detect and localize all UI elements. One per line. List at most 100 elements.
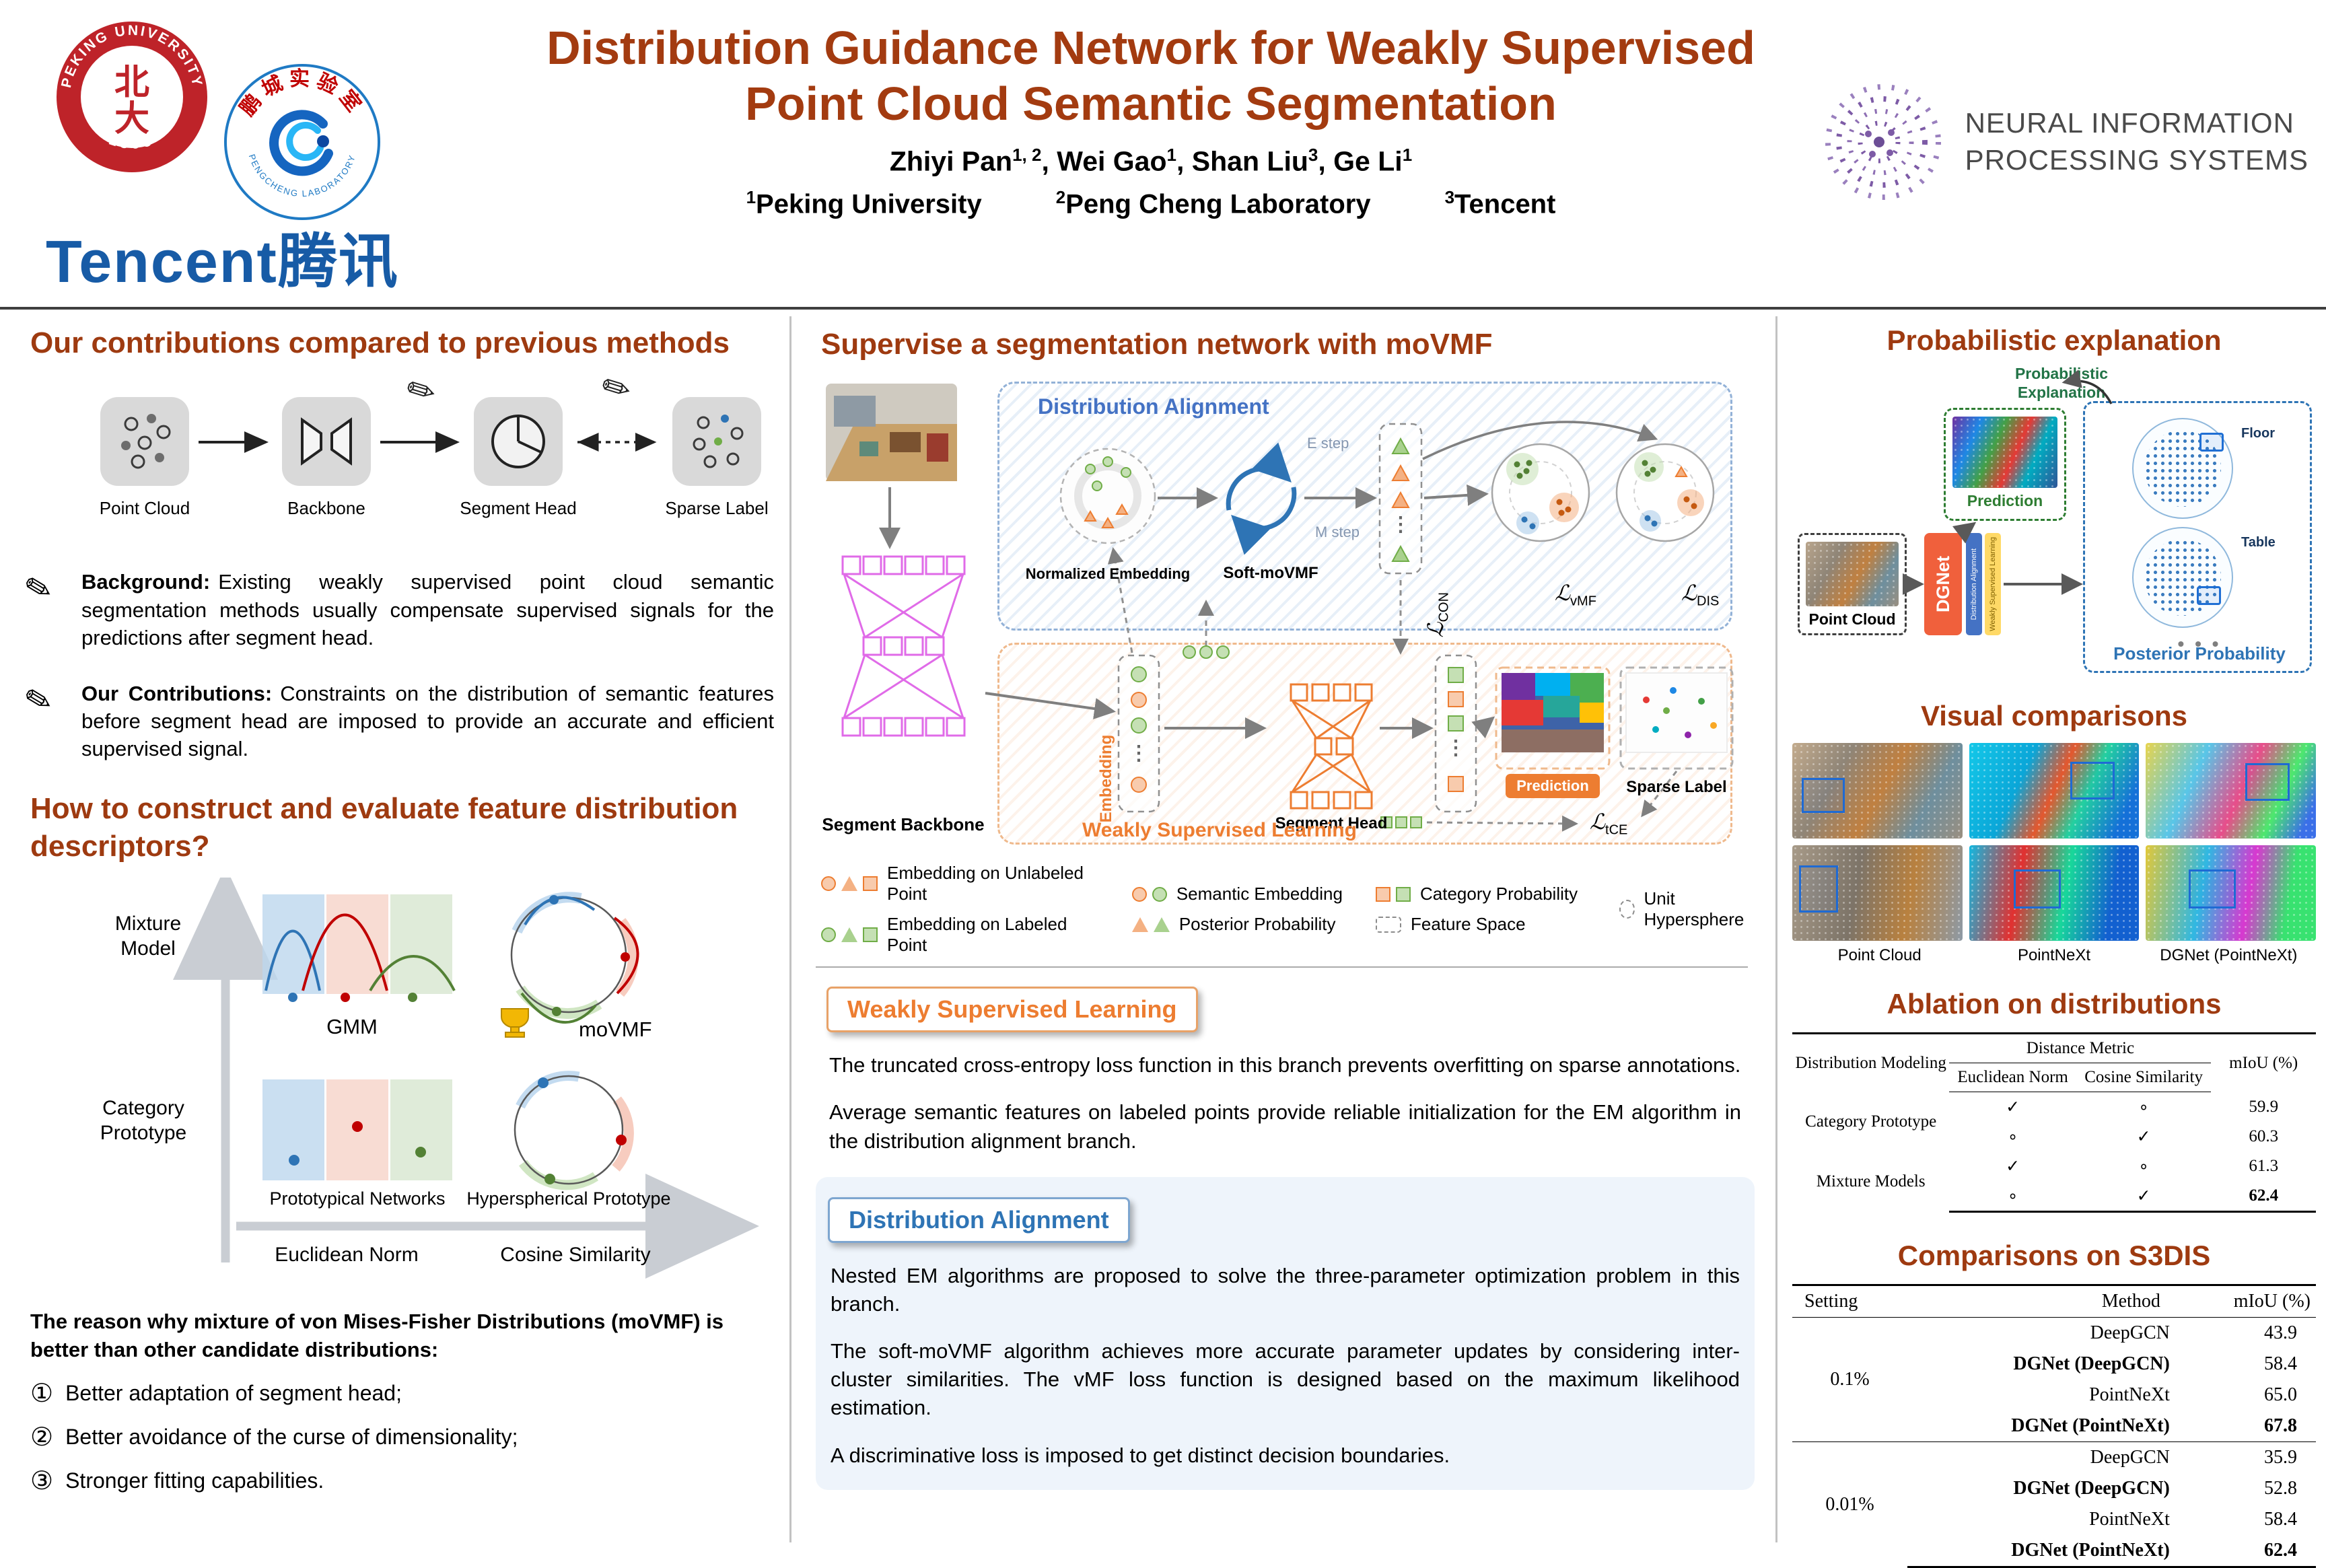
square-green-icon (1396, 886, 1411, 902)
ellipsis: • • • (2177, 633, 2222, 654)
triangle-orange-icon (1131, 917, 1148, 932)
section-heading-visual: Visual comparisons (1920, 700, 2188, 732)
da-paragraph-2: The soft-moVMF algorithm achieves more a… (831, 1339, 1740, 1420)
wsl-paragraph-1: The truncated cross-entropy loss functio… (829, 1053, 1741, 1077)
table-row: ∘ ✓ 60.3 (2007, 1127, 2279, 1146)
pipeline-step-label: Sparse Label (665, 498, 769, 519)
comparison-thumbnail (1969, 845, 2140, 941)
segment-head-box (474, 397, 563, 487)
da-paragraph-3: A discriminative loss is imposed to get … (831, 1443, 1450, 1467)
legend-semantic: Semantic Embedding (1131, 884, 1351, 904)
diagram-legend: Embedding on Unlabeled Point Embedding o… (816, 855, 1748, 968)
loss-vmf: ℒvMF (1555, 581, 1596, 609)
contributions-note: ✎ Our Contributions: Constraints on the d… (21, 680, 774, 763)
posterior-probability-label: Posterior Probability (2113, 643, 2286, 664)
table-probability-circle (2132, 527, 2233, 628)
m-step-label: M step (1315, 524, 1360, 541)
pengcheng-laboratory-logo: 鹏城实验室 PENGCHENG LABORATORY (224, 64, 380, 220)
segment-head-label: Segment Head (1275, 814, 1388, 833)
e-step-label: E step (1307, 435, 1349, 452)
table-row: Category Prototype ✓ ∘ 59.9 (1805, 1097, 2279, 1131)
svg-text:Prototype: Prototype (100, 1122, 186, 1144)
segment-head-icon (491, 415, 545, 469)
comparison-thumbnail (2146, 845, 2316, 941)
s3dis-table: Setting Method mIoU (%) 0.1% DeepGCN 43.… (1792, 1284, 2316, 1568)
architecture-diagram: Distribution Alignment Normalized Embedd… (816, 378, 1748, 849)
reason-item: ② Better avoidance of the curse of dimen… (30, 1423, 518, 1452)
pencil-icon: ✎ (400, 367, 443, 415)
svg-text:大: 大 (114, 100, 149, 139)
prediction-thumbnail (1952, 417, 2057, 488)
dgnet-block: DGNet (1924, 533, 1962, 635)
neurips-logo: NEURAL INFORMATION PROCESSING SYSTEMS (1812, 71, 2309, 213)
circled-three-icon: ③ (30, 1466, 54, 1495)
circle-orange-icon (1131, 886, 1147, 902)
backbone-icon (301, 417, 352, 466)
authors-line: Zhiyi Pan1, 2, Wei Gao1, Shan Liu3, Ge L… (889, 145, 1413, 177)
svg-text:北: 北 (114, 64, 149, 102)
section-heading-s3dis: Comparisons on S3DIS (1897, 1240, 2211, 1271)
table-row: 0.1% DeepGCN 43.9 (1830, 1322, 2297, 1390)
wsl-badge: Weakly Supervised Learning (826, 987, 1198, 1033)
pencil-icon: ✎ (21, 680, 57, 721)
probabilistic-explanation-label: Probabilistic Explanation (2014, 365, 2109, 401)
table-row: PointNeXt 65.0 (2089, 1384, 2297, 1405)
visual-comparison-grid (1792, 743, 2316, 941)
circled-one-icon: ① (30, 1379, 54, 1408)
circled-two-icon: ② (30, 1423, 54, 1452)
distribution-alignment-panel: Distribution Alignment Nested EM algorit… (816, 1176, 1755, 1490)
wsl-paragraph-2: Average semantic features on labeled poi… (829, 1100, 1741, 1153)
legend-labeled: Embedding on Labeled Point (821, 914, 1108, 956)
wsl-strip: Weakly Supervised Learning (1985, 533, 2001, 635)
svg-text:Euclidean Norm: Euclidean Norm (275, 1244, 418, 1266)
column-divider (1775, 316, 1777, 1542)
ablation-table: Distribution Modeling Distance Metric mI… (1792, 1032, 2316, 1213)
zoom-highlight-box (2199, 433, 2224, 452)
table-row: DGNet (DeepGCN) 52.8 (2013, 1478, 2297, 1499)
comparison-thumbnail (2146, 743, 2316, 839)
section-heading-probabilistic: Probabilistic explanation (1887, 324, 2222, 356)
arrow-right-icon (380, 431, 460, 454)
comparison-thumbnail (1792, 845, 1963, 941)
svg-text:Prototypical Networks: Prototypical Networks (269, 1188, 445, 1209)
comparison-thumbnail (1969, 743, 2140, 839)
svg-text:Cosine Similarity: Cosine Similarity (500, 1244, 650, 1266)
neurips-swirl-icon (1825, 84, 1941, 200)
svg-text:Model: Model (120, 937, 176, 960)
svg-text:Mixture: Mixture (115, 913, 181, 935)
loss-dis: ℒDIS (1681, 581, 1720, 609)
left-column: Our contributions compared to previous m… (21, 312, 774, 1549)
pencil-icon: ✎ (595, 365, 638, 412)
distribution-alignment-strip: Distribution Alignment (1966, 533, 1982, 635)
arrow-dashed-double-icon (577, 433, 657, 452)
point-cloud-icon (121, 414, 171, 469)
pencil-icon: ✎ (21, 569, 57, 610)
comparison-thumbnail (1792, 743, 1963, 839)
embedding-label: Embedding (1097, 734, 1115, 823)
poster-header: PEKING UNIVERSITY 1898 北 大 鹏城实验室 PENGCHE… (0, 0, 2326, 310)
affiliations-line: 1Peking University 2Peng Cheng Laborator… (746, 186, 1556, 219)
sparse-label-icon (693, 415, 744, 468)
circle-green-icon (821, 927, 836, 943)
point-cloud-box: Point Cloud (1798, 533, 1907, 635)
visual-comparison-labels: Point Cloud PointNeXt DGNet (PointNeXt) (1837, 946, 2298, 964)
section-heading-contributions: Our contributions compared to previous m… (30, 326, 730, 359)
legend-feature-space: Feature Space (1376, 914, 1595, 935)
peking-university-logo: PEKING UNIVERSITY 1898 北 大 (57, 22, 207, 172)
dashed-rect-icon (1376, 916, 1401, 933)
table-row: DGNet (DeepGCN) 58.4 (2013, 1353, 2297, 1374)
reason-item: ③ Stronger fitting capabilities. (30, 1466, 324, 1495)
table-row: Mixture Models ✓ ∘ 61.3 (1816, 1157, 2279, 1190)
probabilistic-diagram: Probabilistic Explanation Prediction Poi… (1792, 363, 2316, 688)
table-row: PointNeXt 58.4 (2089, 1509, 2297, 1530)
sparse-label-box (672, 397, 761, 487)
table-row: DGNet (PointNeXt) 67.8 (2011, 1415, 2297, 1436)
svg-text:Category: Category (102, 1097, 184, 1119)
legend-unit-hypersphere: Unit Hypersphere (1619, 888, 1748, 930)
section-heading-method: Supervise a segmentation network with mo… (821, 328, 1493, 361)
poster-title: Distribution Guidance Network for Weakly… (547, 22, 1755, 130)
pipeline-step-label: Point Cloud (99, 498, 190, 519)
sparse-label-label: Sparse Label (1626, 778, 1727, 797)
trophy-icon (501, 1008, 529, 1038)
pipeline-step-label: Segment Head (460, 498, 577, 519)
